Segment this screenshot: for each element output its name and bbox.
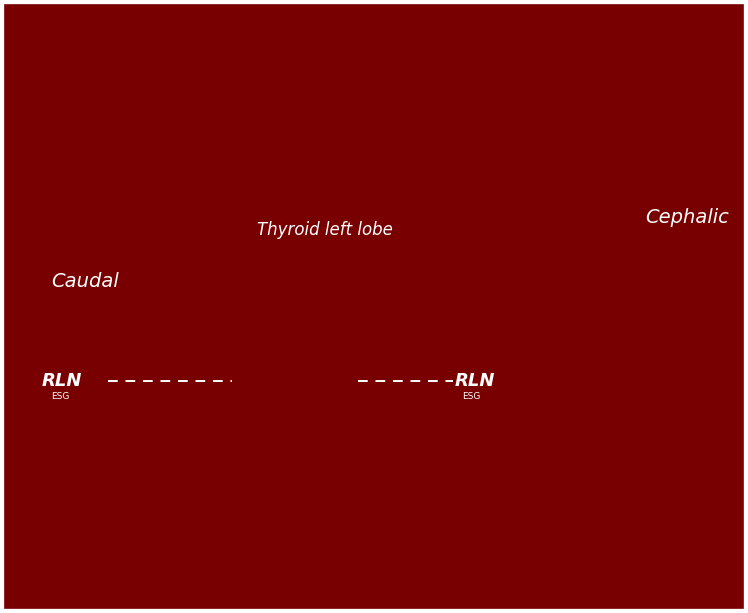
Text: ESG: ESG bbox=[51, 392, 70, 401]
Text: ESG: ESG bbox=[462, 392, 481, 401]
Text: RLN: RLN bbox=[455, 372, 495, 390]
Text: Cephalic: Cephalic bbox=[645, 208, 729, 227]
Text: Caudal: Caudal bbox=[51, 273, 119, 291]
Text: Thyroid left lobe: Thyroid left lobe bbox=[257, 221, 393, 239]
Text: RLN: RLN bbox=[41, 372, 82, 390]
